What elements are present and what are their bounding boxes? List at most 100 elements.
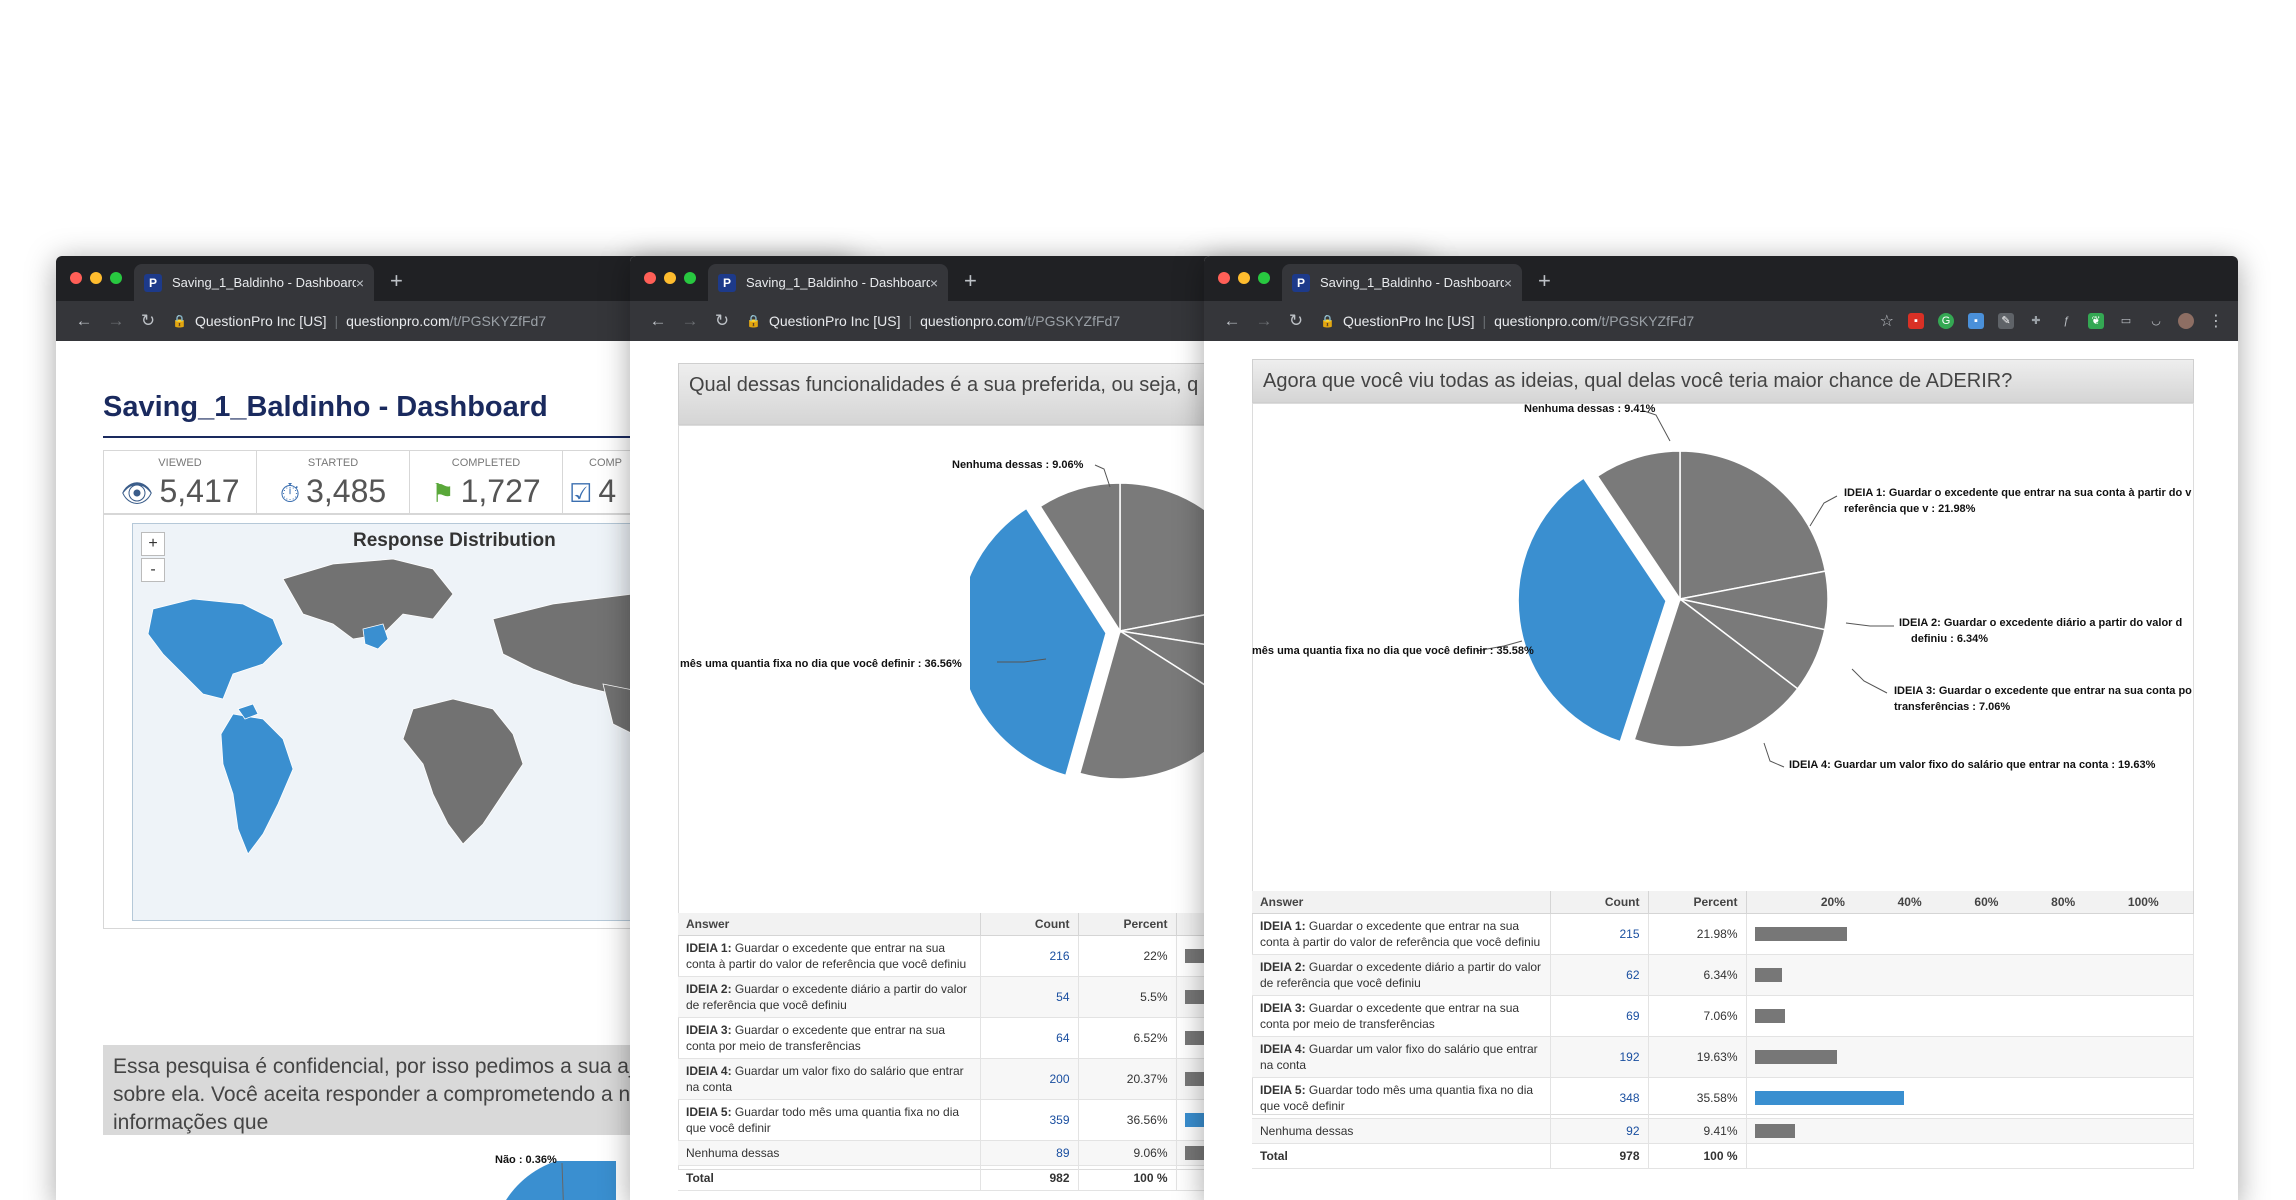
zoom-window-button[interactable]: [110, 272, 122, 284]
percent-bar: [1754, 968, 1782, 982]
grammarly-icon[interactable]: G: [1938, 313, 1954, 329]
count-cell[interactable]: 216: [980, 935, 1079, 977]
pie-label-ideia-1: IDEIA 1: Guardar o excedente que entrar …: [1844, 487, 2192, 499]
close-window-button[interactable]: [644, 272, 656, 284]
pie-slice-ideia-1[interactable]: [1679, 450, 1827, 600]
stat-viewed: VIEWED 👁 5,417: [104, 451, 257, 513]
consent-pie-label: Não : 0.36%: [495, 1154, 557, 1166]
omnibox[interactable]: 🔒 QuestionPro Inc [US] | questionpro.com…: [1320, 313, 1694, 329]
pie-label-none: Nenhuma dessas : 9.41%: [1524, 403, 1656, 415]
tab-close-icon[interactable]: ×: [355, 274, 364, 291]
pie-label-ideia-3: IDEIA 3: Guardar o excedente que entrar …: [1894, 685, 2192, 697]
extension-blue-icon[interactable]: ▪: [1968, 313, 1984, 329]
forward-arrow-icon[interactable]: →: [1255, 311, 1273, 330]
percent-cell: 21.98%: [1648, 913, 1747, 955]
zoom-window-button[interactable]: [684, 272, 696, 284]
omnibox[interactable]: 🔒 QuestionPro Inc [US] | questionpro.com…: [746, 313, 1120, 329]
stopwatch-icon: ⏱: [279, 478, 301, 508]
count-cell[interactable]: 192: [1550, 1036, 1649, 1078]
reload-icon[interactable]: ↻: [1288, 311, 1304, 330]
pie-label-ideia-2-cont: definiu : 6.34%: [1911, 633, 1989, 645]
url-path: /t/PGSKYZfFd7: [1597, 313, 1695, 329]
checkbox-icon: ☑: [569, 478, 593, 508]
count-cell[interactable]: 200: [980, 1058, 1079, 1100]
table-row: IDEIA 1: Guardar o excedente que entrar …: [1252, 913, 2194, 955]
minimize-window-button[interactable]: [90, 272, 102, 284]
pie-label-ideia-5: mês uma quantia fixa no dia que você def…: [680, 658, 962, 670]
back-arrow-icon[interactable]: ←: [1223, 311, 1241, 330]
extension-cross-icon[interactable]: ✚: [2031, 315, 2041, 327]
extension-function-icon[interactable]: ƒ: [2062, 315, 2070, 327]
pie-label-ideia-2: IDEIA 2: Guardar o excedente diário a pa…: [1899, 617, 2183, 629]
extension-pen-icon[interactable]: ✎: [1998, 313, 2014, 329]
close-window-button[interactable]: [70, 272, 82, 284]
percent-cell: 6.52%: [1078, 1017, 1177, 1059]
percent-cell: 9.41%: [1648, 1118, 1747, 1144]
minimize-window-button[interactable]: [1238, 272, 1250, 284]
pie-slice-nenhuma-dessas[interactable]: [1596, 450, 1681, 602]
minimize-window-button[interactable]: [664, 272, 676, 284]
pie-slice-ideia-5[interactable]: [970, 507, 1107, 777]
count-cell[interactable]: 62: [1550, 954, 1649, 996]
map-zoom-in-button[interactable]: +: [141, 532, 165, 556]
central-america-shape: [237, 703, 259, 720]
browser-tab[interactable]: P Saving_1_Baldinho - Dashboard ×: [1282, 264, 1522, 301]
address-bar: ← → ↻ 🔒 QuestionPro Inc [US] | questionp…: [1204, 301, 2238, 341]
extension-red-icon[interactable]: ▪: [1908, 313, 1924, 329]
consent-pie-slice: [506, 1161, 616, 1200]
count-cell[interactable]: 64: [980, 1017, 1079, 1059]
map-zoom-out-button[interactable]: -: [141, 558, 165, 582]
stat-completion: COMP ☑ 4: [563, 451, 716, 513]
count-cell[interactable]: 348: [1550, 1077, 1649, 1119]
zoom-window-button[interactable]: [1258, 272, 1270, 284]
count-cell[interactable]: 89: [980, 1140, 1079, 1166]
pie-slice-ideia-5[interactable]: [1517, 477, 1667, 743]
count-cell[interactable]: 215: [1550, 913, 1649, 955]
url-host: questionpro.com: [1494, 313, 1598, 329]
bookmark-star-icon[interactable]: ☆: [1879, 313, 1894, 330]
pie-slice-nenhuma-dessas[interactable]: [1039, 482, 1121, 634]
browser-tab[interactable]: P Saving_1_Baldinho - Dashboard ×: [708, 264, 948, 301]
close-window-button[interactable]: [1218, 272, 1230, 284]
reload-icon[interactable]: ↻: [140, 311, 156, 330]
new-tab-button[interactable]: +: [1538, 268, 1551, 293]
percent-cell: 6.34%: [1648, 954, 1747, 996]
new-tab-button[interactable]: +: [964, 268, 977, 293]
count-cell[interactable]: 54: [980, 976, 1079, 1018]
forward-arrow-icon[interactable]: →: [107, 311, 125, 330]
kebab-menu-icon[interactable]: ⋮: [2208, 313, 2224, 330]
forward-arrow-icon[interactable]: →: [681, 311, 699, 330]
omnibox-separator: |: [908, 313, 913, 329]
leader-line: [1094, 464, 1111, 488]
stat-label: COMP: [589, 457, 622, 469]
dashboard-title: Saving_1_Baldinho - Dashboard: [103, 391, 548, 423]
pie-slice-ideia-4[interactable]: [1633, 597, 1799, 748]
extension-doc-icon[interactable]: ▭: [2120, 315, 2132, 327]
table-row: IDEIA 4: Guardar um valor fixo do salári…: [1252, 1036, 2194, 1078]
back-arrow-icon[interactable]: ←: [75, 311, 93, 330]
new-tab-button[interactable]: +: [390, 268, 403, 293]
reload-icon[interactable]: ↻: [714, 311, 730, 330]
count-cell[interactable]: 92: [1550, 1118, 1649, 1144]
url-path: /t/PGSKYZfFd7: [449, 313, 547, 329]
percent-bar: [1754, 1091, 1904, 1105]
tab-close-icon[interactable]: ×: [929, 274, 938, 291]
count-cell[interactable]: 69: [1550, 995, 1649, 1037]
page-content: Agora que você viu todas as ideias, qual…: [1204, 341, 2238, 1200]
omnibox[interactable]: 🔒 QuestionPro Inc [US] | questionpro.com…: [172, 313, 546, 329]
url-path: /t/PGSKYZfFd7: [1023, 313, 1121, 329]
pocket-icon[interactable]: ◡: [2151, 315, 2161, 327]
question-2-pie-chart: [1517, 450, 1829, 748]
tab-close-icon[interactable]: ×: [1503, 274, 1512, 291]
europe-shape: [362, 623, 389, 650]
table-row: Nenhuma dessas 92 9.41%: [1252, 1118, 2194, 1144]
stat-value: 1,727: [460, 473, 541, 509]
lock-icon: 🔒: [746, 314, 761, 328]
axis-tick-label: 40%: [1897, 895, 1922, 909]
profile-avatar[interactable]: [2178, 313, 2194, 329]
browser-tab[interactable]: P Saving_1_Baldinho - Dashboard ×: [134, 264, 374, 301]
evernote-icon[interactable]: ❦: [2088, 313, 2104, 329]
count-cell[interactable]: 359: [980, 1099, 1079, 1141]
col-answer: Answer: [1252, 891, 1551, 914]
back-arrow-icon[interactable]: ←: [649, 311, 667, 330]
